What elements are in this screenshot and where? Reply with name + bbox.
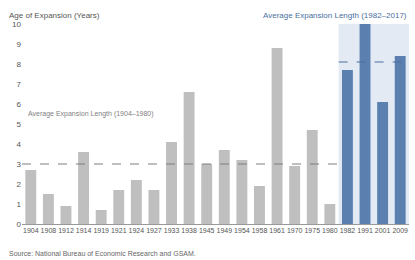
svg-text:1980: 1980 [322, 227, 338, 234]
svg-text:Age of Expansion (Years): Age of Expansion (Years) [9, 11, 100, 20]
svg-text:9: 9 [17, 40, 22, 49]
svg-text:1949: 1949 [217, 227, 233, 234]
svg-text:1975: 1975 [304, 227, 320, 234]
svg-text:1938: 1938 [181, 227, 197, 234]
svg-text:2001: 2001 [375, 227, 391, 234]
svg-text:1954: 1954 [234, 227, 250, 234]
svg-text:1924: 1924 [129, 227, 145, 234]
svg-text:1: 1 [17, 200, 22, 209]
svg-text:6: 6 [17, 100, 22, 109]
svg-text:1945: 1945 [199, 227, 215, 234]
svg-text:8: 8 [17, 60, 22, 69]
svg-text:1958: 1958 [252, 227, 268, 234]
svg-text:1904: 1904 [23, 227, 39, 234]
svg-text:Source: National Bureau of Eco: Source: National Bureau of Economic Rese… [9, 250, 196, 257]
svg-text:7: 7 [17, 80, 22, 89]
svg-text:4: 4 [17, 140, 22, 149]
svg-text:2009: 2009 [392, 227, 408, 234]
svg-text:1908: 1908 [41, 227, 57, 234]
svg-text:2: 2 [17, 180, 22, 189]
svg-text:1919: 1919 [93, 227, 109, 234]
svg-text:1921: 1921 [111, 227, 127, 234]
svg-text:1961: 1961 [269, 227, 285, 234]
svg-text:1982: 1982 [340, 227, 356, 234]
svg-text:0: 0 [17, 220, 22, 229]
svg-text:3: 3 [17, 160, 22, 169]
svg-text:1933: 1933 [164, 227, 180, 234]
svg-text:10: 10 [12, 20, 21, 29]
svg-text:1927: 1927 [146, 227, 162, 234]
svg-text:1991: 1991 [357, 227, 373, 234]
svg-text:1970: 1970 [287, 227, 303, 234]
svg-text:Average Expansion Length (1904: Average Expansion Length (1904–1980) [28, 110, 154, 118]
svg-text:5: 5 [17, 120, 22, 129]
svg-text:1912: 1912 [58, 227, 74, 234]
svg-text:Average Expansion Length (1982: Average Expansion Length (1982–2017) [263, 11, 407, 20]
svg-text:1914: 1914 [76, 227, 92, 234]
